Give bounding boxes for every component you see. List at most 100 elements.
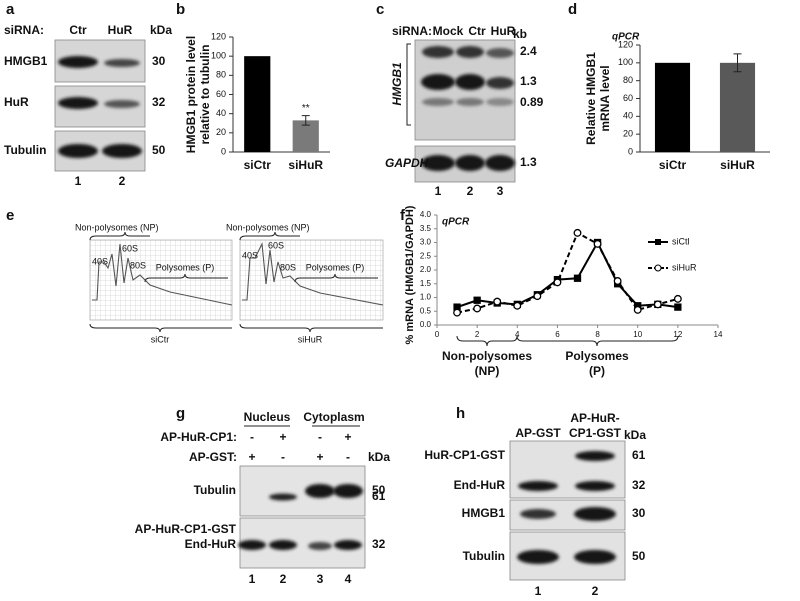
x-tick-label: siCtr — [244, 158, 272, 172]
marker — [553, 278, 562, 287]
sign: - — [346, 450, 350, 464]
series-line — [456, 231, 679, 314]
marker — [674, 303, 682, 311]
sign: + — [344, 430, 351, 444]
panel-label: a — [6, 1, 15, 18]
profile — [92, 243, 233, 306]
band — [104, 59, 140, 67]
brace — [294, 273, 378, 283]
p-label: Polysomes (P) — [306, 262, 365, 272]
band — [574, 550, 616, 564]
y-tick-label: 60 — [623, 93, 633, 103]
marker — [573, 274, 582, 282]
band — [455, 74, 485, 90]
row-label: Tubulin — [4, 143, 46, 157]
profile-name: siHuR — [298, 334, 323, 344]
panel-f: f Non-polysomes (NP) Polysomes (P) — [400, 207, 679, 378]
marker — [653, 300, 662, 309]
panel-label: e — [6, 207, 14, 224]
brace — [239, 323, 383, 333]
kda: 30 — [152, 54, 166, 68]
kda: 61 — [632, 448, 646, 462]
condition: AP-GST: — [189, 450, 237, 464]
panel-label: f — [400, 207, 406, 224]
band — [455, 155, 485, 171]
kda-label: kDa — [624, 428, 646, 442]
x-tick-label: 10 — [633, 330, 642, 339]
annotation: ** — [302, 103, 310, 114]
band — [104, 100, 140, 108]
peak-label: 40S — [92, 256, 108, 266]
band — [102, 144, 142, 158]
y-tick-label: 3.5 — [420, 224, 432, 233]
lane-number: 2 — [280, 572, 287, 586]
marker — [473, 304, 482, 313]
y-tick-label: 40 — [623, 111, 633, 121]
lane-number: 1 — [75, 174, 82, 188]
kda: 30 — [632, 506, 646, 520]
kb-label: kb — [513, 27, 527, 41]
lane-header: HuR — [108, 23, 133, 37]
size: 1.3 — [520, 155, 537, 169]
kda: 32 — [152, 95, 166, 109]
chart: 0 20 40 60 80 100 120 siCtr siHuR Relative HMGB1 m… — [584, 32, 770, 172]
band — [456, 98, 484, 106]
band — [58, 97, 98, 109]
header: siRNA: — [392, 24, 432, 38]
error-bar — [301, 115, 310, 126]
band — [269, 493, 297, 501]
x-tick-label: 12 — [673, 330, 682, 339]
y-axis-label: Relative HMGB1 — [584, 52, 598, 145]
peak-label: 40S — [242, 250, 258, 260]
legend-marker — [654, 264, 662, 272]
sign: + — [248, 450, 255, 464]
lane-number: 4 — [345, 572, 352, 586]
y-axis-label: relative to tubulin — [198, 44, 212, 144]
group-label: Polysomes — [565, 349, 629, 363]
marker — [493, 297, 502, 306]
bracket — [406, 43, 411, 126]
y-tick-label: 4.0 — [420, 210, 432, 219]
marker — [453, 308, 462, 317]
kda: 32 — [632, 478, 646, 492]
row-label: End-HuR — [454, 478, 506, 492]
chart: 0 20 40 60 80 100 120 siCtr siHuR ** HMGB1 protein… — [184, 31, 330, 172]
kda-label: kDa — [150, 23, 172, 37]
bar — [244, 56, 271, 152]
band — [486, 48, 514, 58]
band — [518, 481, 558, 491]
x-tick-label: 8 — [595, 330, 600, 339]
lane-number: 1 — [249, 572, 256, 586]
row-label: Tubulin — [463, 549, 505, 563]
chart: 0.0 0.5 1.0 1.5 2.0 2.5 3.0 3.5 4.0 0 2 4 6 8 10 12 14 si… — [404, 205, 723, 344]
marker — [473, 296, 481, 304]
y-tick-label: 20 — [216, 127, 226, 137]
legend-label: siHuR — [672, 262, 697, 272]
y-tick-label: 0.0 — [420, 320, 432, 329]
y-axis-label: % mRNA (HMGB1/GAPDH) — [404, 205, 416, 344]
band — [486, 98, 514, 106]
lane-header: AP-HuR- — [570, 411, 619, 425]
brace — [516, 335, 679, 347]
group-label: (P) — [589, 364, 605, 378]
row-label: Tubulin — [194, 483, 236, 497]
brace — [144, 273, 228, 283]
x-tick-label: 6 — [555, 330, 560, 339]
band — [421, 74, 455, 90]
lane-header: AP-GST — [515, 426, 561, 440]
lane-header: Ctr — [69, 23, 87, 37]
sign: - — [250, 430, 254, 444]
lane-number: 1 — [435, 184, 442, 198]
size: 0.89 — [520, 95, 544, 109]
kda-label: kDa — [368, 450, 390, 464]
panel-g: g Nucleus Cytoplasm AP-HuR-CP1: AP-GST: … — [135, 405, 391, 586]
y-tick-label: 20 — [623, 129, 633, 139]
brace — [456, 335, 518, 347]
y-tick-label: 60 — [216, 89, 226, 99]
size: 2.4 — [520, 44, 537, 58]
p-label: Polysomes (P) — [156, 262, 215, 272]
row-label: HuR — [4, 95, 29, 109]
kda: 50 — [152, 143, 166, 157]
brace — [89, 323, 232, 333]
